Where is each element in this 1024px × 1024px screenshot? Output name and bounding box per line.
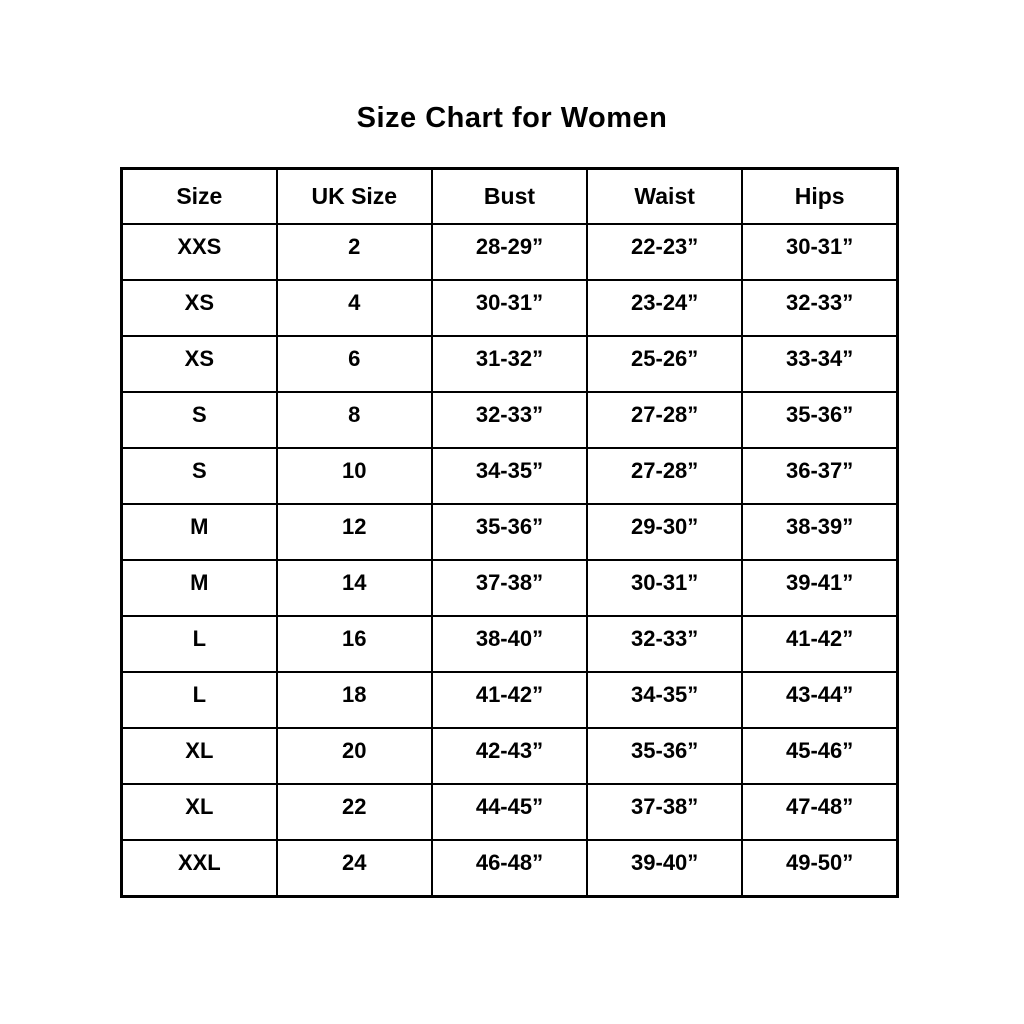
table-cell: 12 <box>275 502 433 561</box>
table-cell: 32-33” <box>741 278 899 337</box>
size-chart-table: Size UK Size Bust Waist Hips XXS 2 28-29” 22-23… <box>120 167 899 898</box>
table-cell: XL <box>120 726 278 785</box>
table-cell: 32-33” <box>430 390 589 449</box>
table-cell: 22 <box>275 782 433 841</box>
table-cell: S <box>120 390 278 449</box>
table-cell: 18 <box>275 670 433 729</box>
table-cell: 22-23” <box>586 223 744 281</box>
table-row: XXS 2 28-29” 22-23” 30-31” <box>120 223 899 281</box>
table-cell: 4 <box>275 278 433 337</box>
table-cell: 31-32” <box>430 334 589 393</box>
table-row: XS 4 30-31” 23-24” 32-33” <box>120 278 899 337</box>
table-cell: 45-46” <box>741 726 899 785</box>
table-cell: 35-36” <box>741 390 899 449</box>
table-cell: 35-36” <box>430 502 589 561</box>
table-body: XXS 2 28-29” 22-23” 30-31” XS 4 30-31” 23-24” 32-… <box>120 223 899 898</box>
header-cell-uk-size: UK Size <box>275 167 433 225</box>
page-title: Size Chart for Women <box>356 102 668 134</box>
header-cell-waist: Waist <box>586 167 744 225</box>
table-cell: 35-36” <box>586 726 744 785</box>
table-cell: 29-30” <box>586 502 744 561</box>
table-cell: 27-28” <box>586 390 744 449</box>
table-cell: 46-48” <box>430 838 589 898</box>
table-row: L 16 38-40” 32-33” 41-42” <box>120 614 899 673</box>
table-cell: 25-26” <box>586 334 744 393</box>
table-cell: 10 <box>275 446 433 505</box>
table-cell: XXS <box>120 223 278 281</box>
table-row: S 8 32-33” 27-28” 35-36” <box>120 390 899 449</box>
table-cell: L <box>120 614 278 673</box>
header-cell-size: Size <box>120 167 278 225</box>
table-cell: 33-34” <box>741 334 899 393</box>
table-cell: 49-50” <box>741 838 899 898</box>
table-cell: 23-24” <box>586 278 744 337</box>
table-cell: 44-45” <box>430 782 589 841</box>
table-cell: 30-31” <box>741 223 899 281</box>
table-cell: 43-44” <box>741 670 899 729</box>
table-header-row: Size UK Size Bust Waist Hips <box>120 167 899 225</box>
table-cell: 2 <box>275 223 433 281</box>
table-cell: 39-41” <box>741 558 899 617</box>
table-cell: L <box>120 670 278 729</box>
table-cell: 37-38” <box>430 558 589 617</box>
table-row: XXL 24 46-48” 39-40” 49-50” <box>120 838 899 898</box>
table-row: M 14 37-38” 30-31” 39-41” <box>120 558 899 617</box>
table-cell: 27-28” <box>586 446 744 505</box>
table-header: Size UK Size Bust Waist Hips <box>120 167 899 225</box>
table-cell: XS <box>120 334 278 393</box>
table-cell: 37-38” <box>586 782 744 841</box>
table-cell: 34-35” <box>586 670 744 729</box>
table-cell: 28-29” <box>430 223 589 281</box>
table-row: M 12 35-36” 29-30” 38-39” <box>120 502 899 561</box>
table-cell: S <box>120 446 278 505</box>
table-row: L 18 41-42” 34-35” 43-44” <box>120 670 899 729</box>
table-cell: 24 <box>275 838 433 898</box>
table-cell: 42-43” <box>430 726 589 785</box>
table-cell: XL <box>120 782 278 841</box>
table-cell: 38-39” <box>741 502 899 561</box>
table-cell: 8 <box>275 390 433 449</box>
table-cell: 36-37” <box>741 446 899 505</box>
table-cell: M <box>120 558 278 617</box>
table-cell: 16 <box>275 614 433 673</box>
table-cell: 47-48” <box>741 782 899 841</box>
header-cell-hips: Hips <box>741 167 899 225</box>
table-cell: 30-31” <box>430 278 589 337</box>
table-cell: 38-40” <box>430 614 589 673</box>
table-cell: 39-40” <box>586 838 744 898</box>
table-cell: 14 <box>275 558 433 617</box>
table-cell: 41-42” <box>741 614 899 673</box>
table-row: XL 22 44-45” 37-38” 47-48” <box>120 782 899 841</box>
table-cell: XXL <box>120 838 278 898</box>
header-cell-bust: Bust <box>430 167 589 225</box>
table-row: XS 6 31-32” 25-26” 33-34” <box>120 334 899 393</box>
table-cell: 32-33” <box>586 614 744 673</box>
table-cell: 41-42” <box>430 670 589 729</box>
table-row: XL 20 42-43” 35-36” 45-46” <box>120 726 899 785</box>
table-cell: 30-31” <box>586 558 744 617</box>
table-cell: M <box>120 502 278 561</box>
table-cell: 20 <box>275 726 433 785</box>
table-cell: 34-35” <box>430 446 589 505</box>
table-cell: XS <box>120 278 278 337</box>
table-cell: 6 <box>275 334 433 393</box>
table-row: S 10 34-35” 27-28” 36-37” <box>120 446 899 505</box>
